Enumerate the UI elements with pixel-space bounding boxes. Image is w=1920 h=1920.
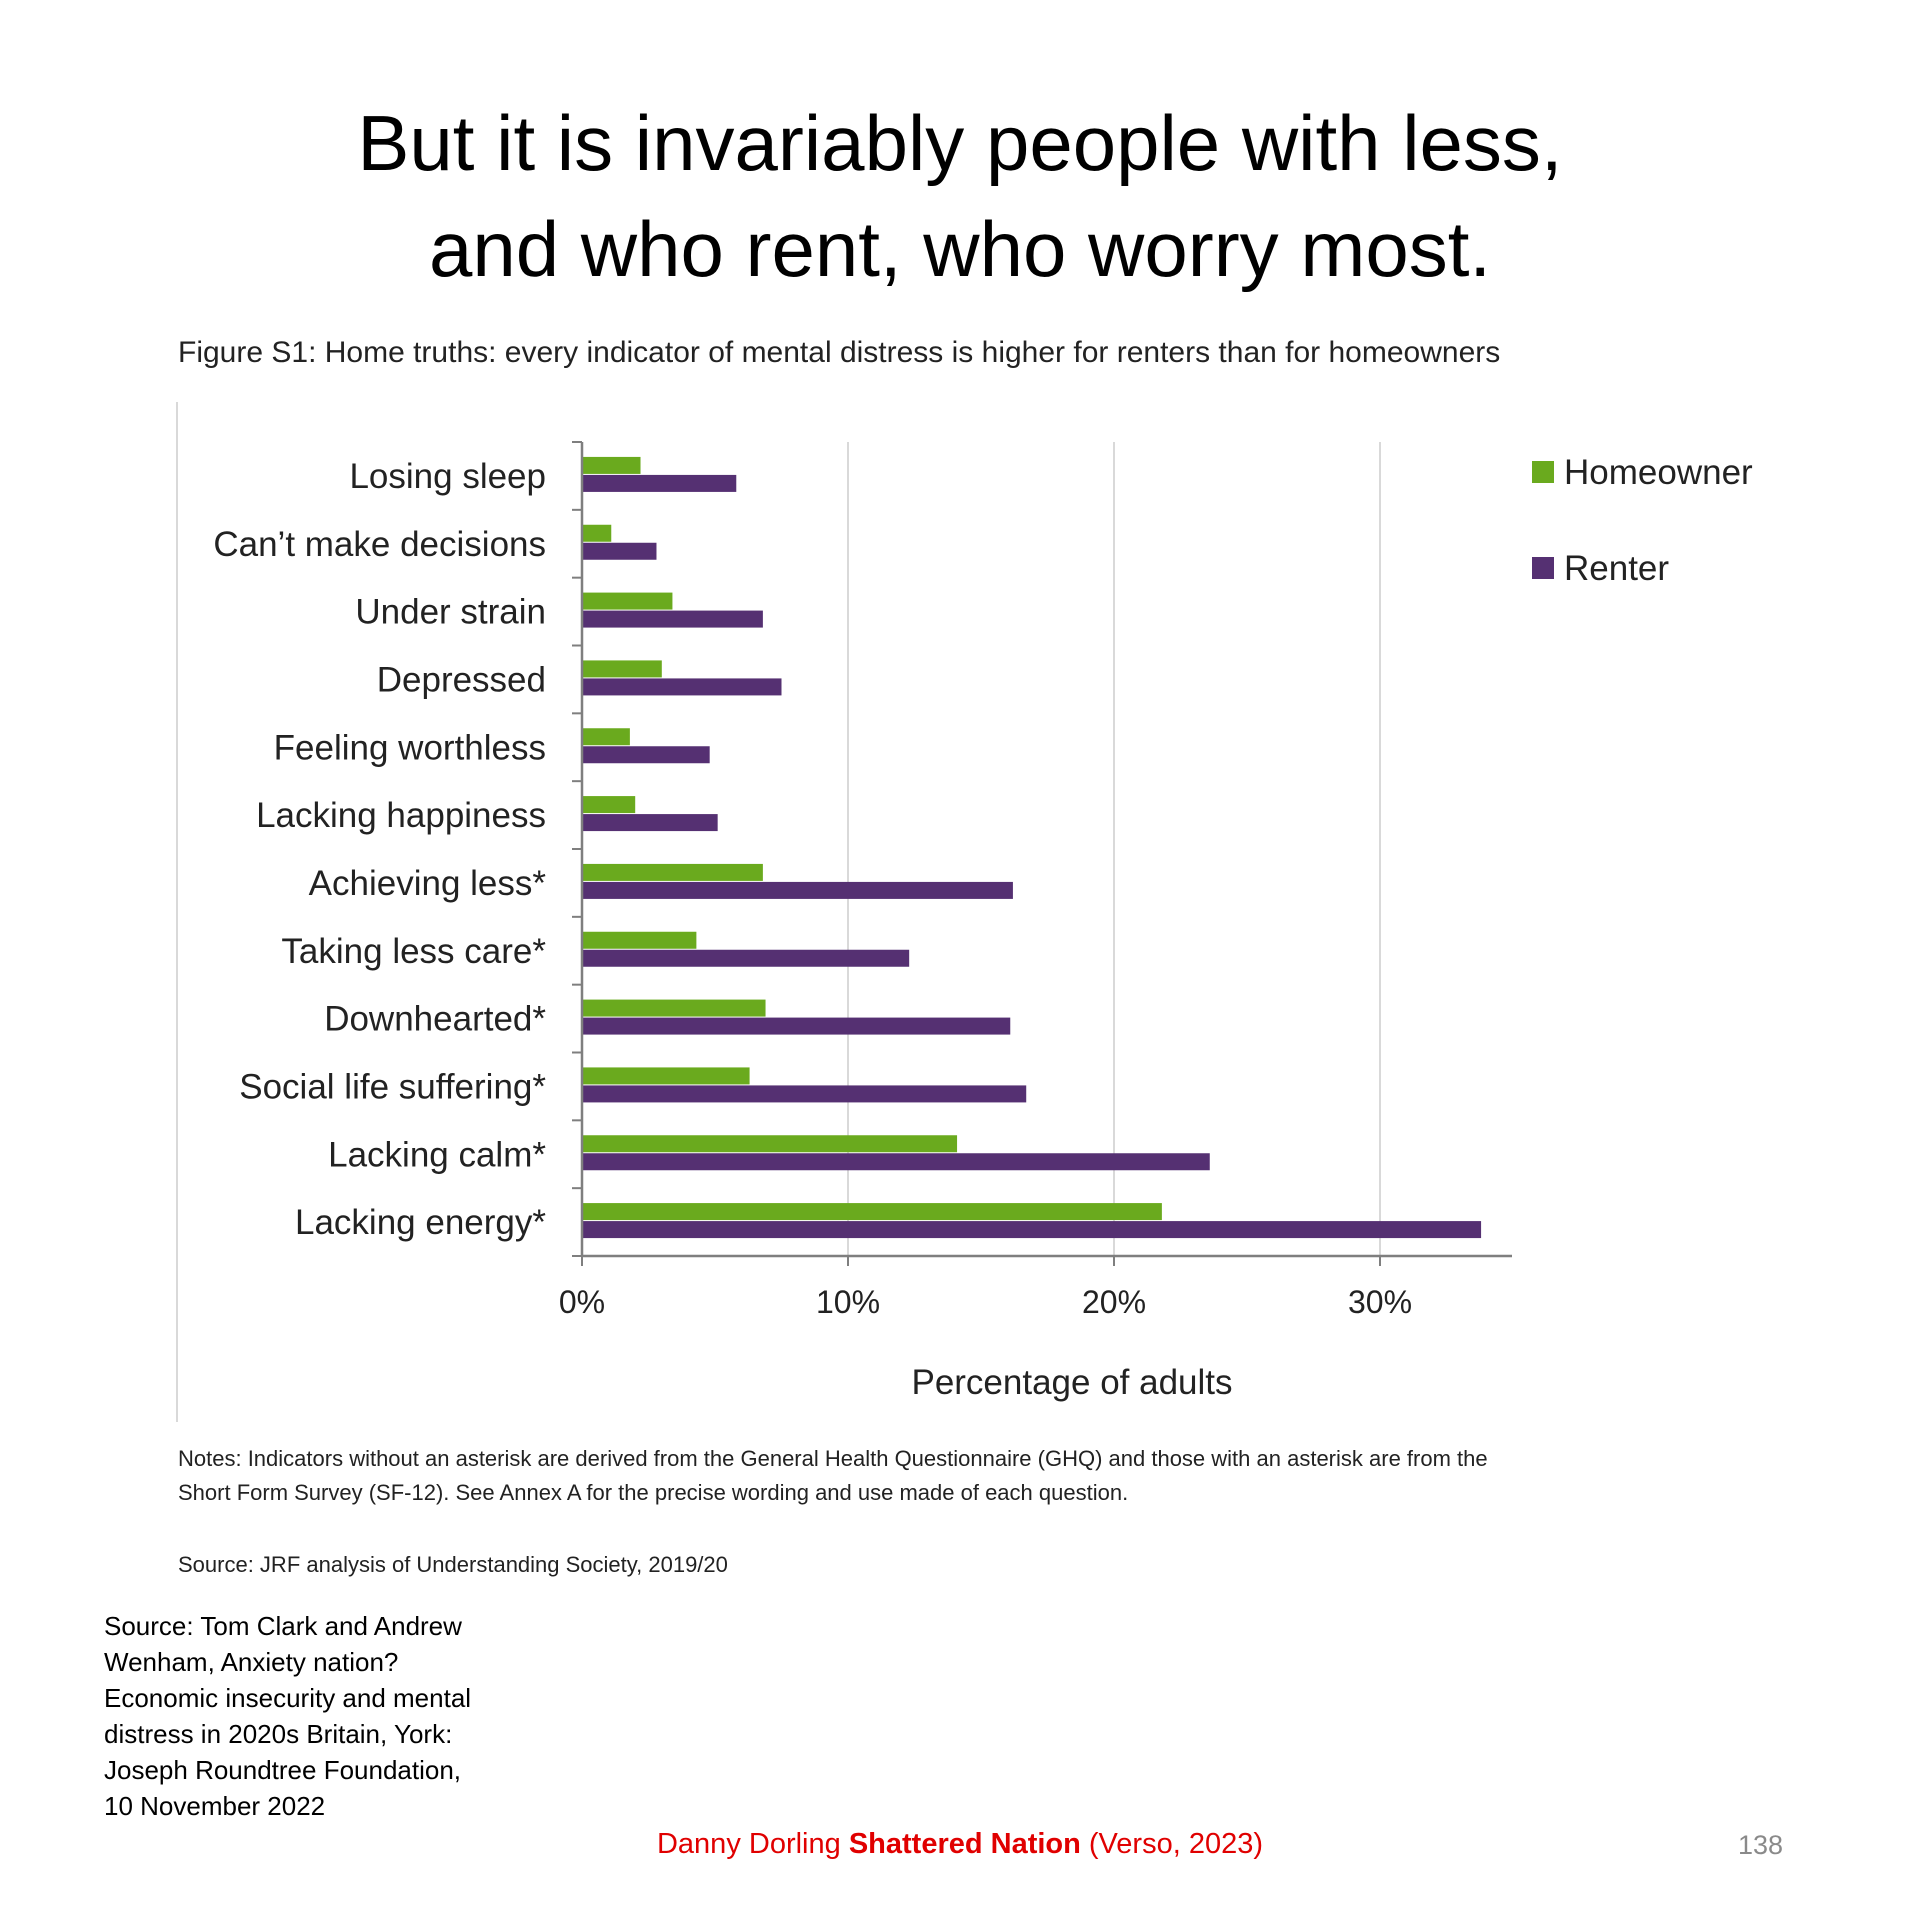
bar-renter: [582, 881, 1013, 899]
bar-renter: [582, 814, 718, 832]
bar-homeowner: [582, 660, 662, 678]
legend-swatch-homeowner: [1532, 461, 1554, 483]
reference-line-6: 10 November 2022: [104, 1791, 326, 1821]
slide-title: But it is invariably people with less, a…: [0, 90, 1920, 302]
bar-homeowner: [582, 524, 612, 542]
footer-citation: Danny Dorling Shattered Nation (Verso, 2…: [0, 1828, 1920, 1861]
bar-renter: [582, 1221, 1482, 1239]
legend-label-renter: Renter: [1564, 549, 1669, 588]
bar-homeowner: [582, 1203, 1162, 1221]
bar-renter: [582, 474, 737, 492]
category-label: Lacking happiness: [256, 796, 546, 835]
category-label: Depressed: [377, 660, 546, 699]
chart-source: Source: JRF analysis of Understanding So…: [178, 1552, 728, 1577]
category-label: Lacking energy*: [295, 1203, 546, 1242]
bar-homeowner: [582, 796, 636, 814]
reference-line-5: Joseph Roundtree Foundation,: [104, 1755, 462, 1785]
footer-publisher: (Verso, 2023): [1080, 1828, 1263, 1860]
bar-renter: [582, 1017, 1011, 1035]
category-label: Lacking calm*: [328, 1135, 546, 1174]
x-tick-label: 30%: [1348, 1284, 1412, 1320]
footer-author: Danny Dorling: [656, 1828, 849, 1860]
category-label: Downhearted*: [324, 1000, 546, 1039]
notes-line-2: Short Form Survey (SF-12). See Annex A f…: [178, 1480, 1129, 1505]
page-number: 138: [1738, 1830, 1784, 1860]
bar-renter: [582, 949, 910, 967]
x-tick-label: 10%: [816, 1284, 880, 1320]
category-label: Can’t make decisions: [213, 525, 546, 564]
reference-source: Source: Tom Clark and Andrew Wenham, Anx…: [104, 1608, 524, 1824]
reference-line-4: distress in 2020s Britain, York:: [104, 1719, 453, 1749]
bar-homeowner: [582, 1067, 750, 1085]
bar-renter: [582, 542, 657, 560]
bar-homeowner: [582, 999, 766, 1017]
bar-renter: [582, 678, 782, 696]
reference-line-2: Wenham, Anxiety nation?: [104, 1647, 399, 1677]
slide-title-line-1: But it is invariably people with less,: [357, 99, 1563, 187]
legend-label-homeowner: Homeowner: [1564, 453, 1753, 492]
bar-homeowner: [582, 931, 697, 949]
x-axis-title: Percentage of adults: [911, 1363, 1232, 1402]
bar-renter: [582, 1153, 1210, 1171]
bar-renter: [582, 1085, 1027, 1103]
bar-homeowner: [582, 1135, 958, 1153]
footer-book-title: Shattered Nation: [848, 1828, 1081, 1860]
category-label: Achieving less*: [309, 864, 547, 903]
category-label: Losing sleep: [349, 457, 546, 496]
slide-title-line-2: and who rent, who worry most.: [428, 205, 1492, 293]
category-label: Taking less care*: [281, 932, 546, 971]
bar-renter: [582, 610, 763, 628]
bar-homeowner: [582, 456, 641, 474]
bar-renter: [582, 746, 710, 764]
x-tick-label: 20%: [1082, 1284, 1146, 1320]
category-label: Feeling worthless: [274, 728, 546, 767]
reference-line-1: Source: Tom Clark and Andrew: [104, 1611, 462, 1641]
figure-caption: Figure S1: Home truths: every indicator …: [178, 336, 1501, 369]
bar-homeowner: [582, 863, 763, 881]
category-label: Under strain: [355, 593, 546, 632]
chart-notes: Notes: Indicators without an asterisk ar…: [178, 1442, 1678, 1510]
reference-line-3: Economic insecurity and mental: [104, 1683, 472, 1713]
bar-homeowner: [582, 728, 630, 746]
chart-frame-divider: [176, 402, 178, 1422]
category-label: Social life suffering*: [239, 1067, 546, 1106]
x-tick-label: 0%: [559, 1284, 605, 1320]
bar-homeowner: [582, 592, 673, 610]
legend-swatch-renter: [1532, 557, 1554, 579]
notes-line-1: Notes: Indicators without an asterisk ar…: [178, 1446, 1488, 1471]
